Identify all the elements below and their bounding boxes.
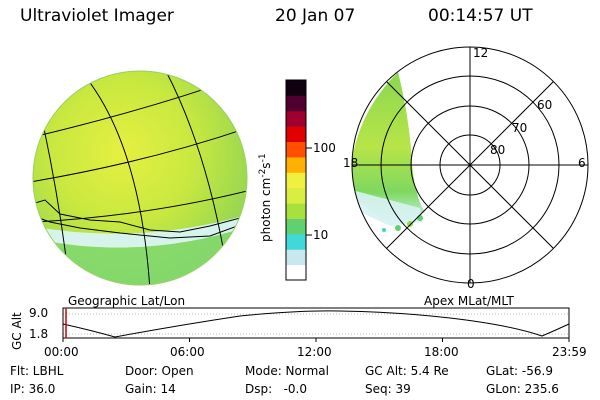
time-label: 00:14:57 UT — [428, 6, 533, 26]
altitude-ytick-low: 1.8 — [29, 327, 49, 341]
right-panel-label: Apex MLat/MLT — [424, 294, 514, 308]
altitude-ylabel: GC Alt — [10, 312, 24, 350]
date-label: 20 Jan 07 — [275, 6, 356, 26]
info-door: Door: Open — [125, 364, 194, 378]
info-mode: Mode: Normal — [245, 364, 329, 378]
geographic-image — [32, 70, 248, 286]
info-dsp: Dsp: -0.0 — [245, 382, 308, 396]
polar-grid — [351, 46, 589, 284]
info-flt: Flt: LBHL — [10, 364, 64, 378]
altitude-xtick-3: 18:00 — [424, 345, 459, 359]
info-glat: GLat: -56.9 — [486, 364, 553, 378]
colorbar-segment — [286, 141, 306, 158]
colorbar-segment — [286, 264, 306, 281]
colorbar-segment — [286, 172, 306, 189]
altitude-xtick-4: 23:59 — [552, 345, 587, 359]
colorbar-label: photon cm-2s-1 — [258, 153, 273, 242]
altitude-xtick-0: 00:00 — [44, 345, 79, 359]
info-glon: GLon: 235.6 — [486, 382, 559, 396]
altitude-ytick-high: 9.0 — [29, 306, 49, 320]
mlat-label-70: 70 — [512, 121, 528, 135]
altitude-curve — [62, 310, 570, 338]
colorbar-segment — [286, 110, 306, 127]
colorbar — [286, 80, 306, 281]
aurora-region — [352, 72, 425, 222]
colorbar-tick-100: 100 — [313, 141, 336, 155]
colorbar-segment — [286, 126, 306, 143]
polar-plot — [351, 46, 589, 284]
info-ip: IP: 36.0 — [10, 382, 56, 396]
colorbar-segment — [286, 156, 306, 173]
altitude-xtick-2: 12:00 — [297, 345, 332, 359]
colorbar-segment — [286, 203, 306, 219]
colorbar-segment — [286, 218, 306, 235]
info-gcalt: GC Alt: 5.4 Re — [365, 364, 449, 378]
altitude-plot — [62, 307, 570, 342]
colorbar-segment — [286, 187, 306, 204]
colorbar-segment — [286, 233, 306, 250]
mlt-label-6: 6 — [578, 156, 586, 170]
mlt-label-0: 0 — [467, 277, 475, 291]
info-seq: Seq: 39 — [365, 382, 411, 396]
app-title: Ultraviolet Imager — [20, 6, 174, 26]
colorbar-segment — [286, 95, 306, 112]
colorbar-segment — [286, 249, 306, 266]
info-gain: Gain: 14 — [125, 382, 176, 396]
colorbar-segment — [286, 80, 306, 96]
mlat-label-60: 60 — [537, 98, 553, 112]
colorbar-tick-10: 10 — [313, 228, 329, 242]
mlat-label-80: 80 — [490, 143, 506, 157]
mlt-label-18: 18 — [343, 156, 359, 170]
altitude-xtick-1: 06:00 — [170, 345, 205, 359]
mlt-label-12: 12 — [473, 46, 489, 60]
left-panel-label: Geographic Lat/Lon — [68, 294, 186, 308]
